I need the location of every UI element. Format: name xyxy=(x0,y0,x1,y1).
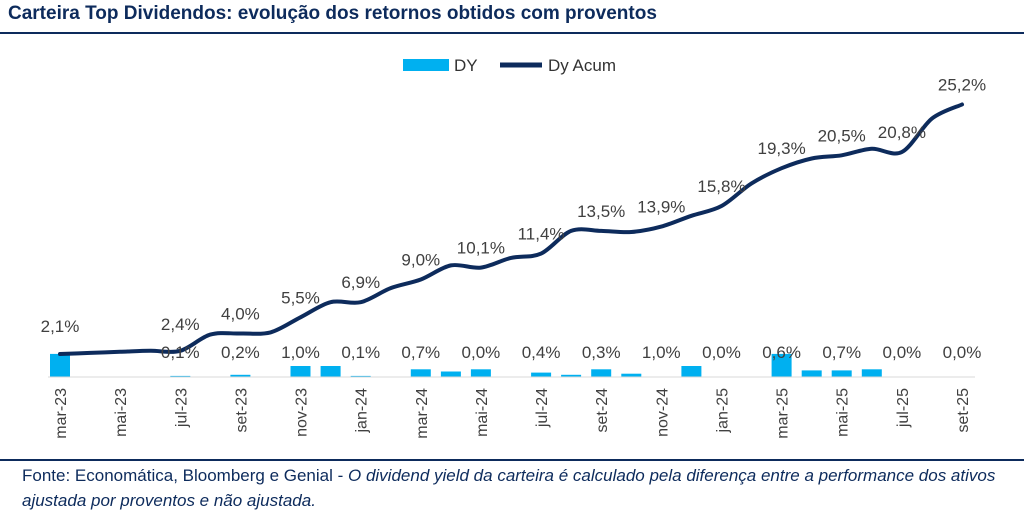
x-tick-label: nov-23 xyxy=(294,388,311,437)
x-tick-label: jul-24 xyxy=(534,388,551,428)
dy-acum-data-label: 15,8% xyxy=(697,177,745,196)
dy-bar xyxy=(320,366,341,377)
x-tick-label: jul-23 xyxy=(173,388,190,428)
dy-acum-data-label: 20,5% xyxy=(818,126,866,145)
x-tick-label: mar-25 xyxy=(775,388,792,439)
dy-bars xyxy=(50,353,882,377)
dy-acum-data-label: 20,8% xyxy=(878,123,926,142)
x-tick-label: jan-24 xyxy=(354,388,371,434)
dy-bar xyxy=(350,375,371,377)
source-italic: O dividend yield da carteira é calculado… xyxy=(22,466,996,510)
legend-dy-acum-label: Dy Acum xyxy=(548,56,616,75)
x-tick-label: set-23 xyxy=(233,388,250,433)
dy-acum-data-label: 2,4% xyxy=(161,315,200,334)
dy-acum-data-label: 10,1% xyxy=(457,239,505,258)
source-note: Fonte: Economática, Bloomberg e Genial -… xyxy=(22,463,1007,513)
dy-bar xyxy=(410,369,431,377)
dy-data-label: 0,0% xyxy=(702,343,741,362)
x-tick-labels: mar-23 mai-23 jul-23 set-23 nov-23 jan-24 mar-… xyxy=(53,388,972,439)
dy-bar xyxy=(470,369,491,377)
dy-data-label: 1,0% xyxy=(281,343,320,362)
dy-data-label: 0,7% xyxy=(401,343,440,362)
dy-bar xyxy=(621,373,642,377)
dy-acum-data-label: 6,9% xyxy=(341,273,380,292)
dy-data-label: 2,1% xyxy=(41,317,80,336)
x-tick-label: mar-23 xyxy=(53,388,70,439)
dy-data-label: 0,3% xyxy=(582,343,621,362)
dy-acum-data-labels: 2,4% 4,0% 5,5% 6,9% 9,0% 10,1% 11,4% 13,5% 13,9%… xyxy=(161,76,986,335)
dy-acum-data-label: 25,2% xyxy=(938,76,986,95)
dy-bar xyxy=(531,372,552,377)
dy-bar xyxy=(681,366,702,377)
chart-title: Carteira Top Dividendos: evolução dos re… xyxy=(8,3,657,24)
dy-acum-line xyxy=(58,102,964,356)
footer-divider xyxy=(0,459,1024,461)
dy-bar xyxy=(591,369,612,377)
dy-bar xyxy=(861,369,882,377)
x-tick-label: nov-24 xyxy=(654,388,671,437)
dy-data-label: 0,2% xyxy=(221,343,260,362)
dy-bar xyxy=(230,374,251,377)
x-tick-label: jan-25 xyxy=(715,388,732,434)
dy-bar xyxy=(50,353,70,377)
dy-bar xyxy=(170,375,191,377)
dy-data-labels: 2,1% 0,1% 0,2% 1,0% 0,1% 0,7% 0,0% 0,4% 0,3% 1,0%… xyxy=(41,317,982,362)
dy-bar xyxy=(440,371,461,377)
dy-bar xyxy=(561,374,582,377)
source-prefix: Fonte: Economática, Bloomberg e Genial - xyxy=(22,466,348,485)
chart-legend: DY Dy Acum xyxy=(403,56,616,75)
x-tick-label: jul-25 xyxy=(895,388,912,428)
dy-acum-data-label: 9,0% xyxy=(401,251,440,270)
dy-data-label: 0,0% xyxy=(943,343,982,362)
dy-data-label: 0,1% xyxy=(341,343,380,362)
dy-data-label: 0,0% xyxy=(462,343,501,362)
dy-bar xyxy=(771,353,792,377)
dy-acum-data-label: 19,3% xyxy=(757,139,805,158)
legend-dy-label: DY xyxy=(454,56,478,75)
x-tick-label: mai-23 xyxy=(113,388,130,437)
dy-data-label: 0,1% xyxy=(161,343,200,362)
dy-acum-data-label: 5,5% xyxy=(281,288,320,307)
x-tick-label: mar-24 xyxy=(414,388,431,439)
dy-acum-data-label: 13,9% xyxy=(637,198,685,217)
dy-bar xyxy=(801,370,822,377)
x-tick-label: set-25 xyxy=(955,388,972,433)
dy-data-label: 1,0% xyxy=(642,343,681,362)
dy-acum-data-label: 13,5% xyxy=(577,202,625,221)
x-tick-label: mai-25 xyxy=(835,388,852,437)
dy-bar xyxy=(831,370,852,377)
title-divider xyxy=(0,32,1024,34)
x-tick-label: set-24 xyxy=(594,388,611,433)
dy-acum-data-label: 11,4% xyxy=(518,225,565,244)
dy-bar xyxy=(290,366,311,377)
chart-svg: DY Dy Acum 2,1% 0,1% 0,2% 1,0% 0,1% 0,7% 0,0% 0… xyxy=(41,56,986,439)
x-tick-label: mai-24 xyxy=(474,388,491,437)
dy-acum-data-label: 4,0% xyxy=(221,305,260,324)
dy-data-label: 0,0% xyxy=(883,343,922,362)
dy-data-label: 0,7% xyxy=(822,343,861,362)
dy-data-label: 0,4% xyxy=(522,343,561,362)
legend-dy-swatch xyxy=(403,59,449,71)
dy-data-label: 0,6% xyxy=(762,343,801,362)
